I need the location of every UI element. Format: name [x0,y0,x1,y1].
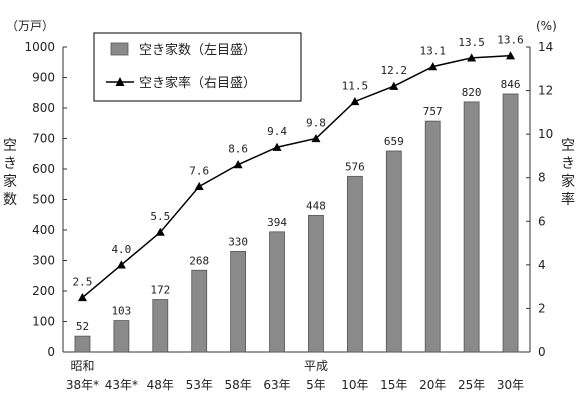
rate-value-label: 11.5 [342,79,369,92]
right-axis-title-char: 空 [561,138,575,154]
right-axis-title-char: 率 [561,191,575,208]
rate-value-label: 13.6 [497,34,524,47]
right-tick-label: 12 [538,84,553,98]
vacancy-rate-marker [428,62,438,71]
bar-vacant-count [152,299,169,353]
vacancy-rate-line [81,54,511,299]
rate-value-label: 9.8 [306,117,326,130]
legend-bar-label: 空き家数（左目盛） [139,42,256,58]
bar-vacant-count [502,93,519,353]
bar-vacant-count [230,250,247,353]
rate-value-label: 9.4 [267,125,287,138]
vacancy-rate-marker [233,160,243,169]
legend-line-marker [115,77,125,86]
vacancy-rate-marker [116,260,126,269]
x-category-label: 63年 [263,378,290,392]
bar-vacant-count [424,120,441,353]
rate-value-label: 13.1 [419,45,446,58]
x-category-label: 48年 [147,378,174,392]
left-tick-label: 1000 [24,40,55,54]
x-category-label: 25年 [458,378,485,392]
left-axis-title-char: 空 [3,138,17,154]
rate-value-label: 4.0 [111,243,131,256]
bar-value-label: 330 [228,235,248,248]
bar-value-label: 448 [306,199,326,212]
bar-vacant-count [113,320,130,353]
left-tick-label: 300 [32,254,55,268]
vacancy-rate-marker [467,53,477,62]
left-tick-label: 500 [32,193,55,207]
bar-value-label: 757 [423,105,443,118]
bar-vacant-count [74,335,91,353]
x-category-label: 43年* [105,378,138,392]
left-tick-label: 600 [32,162,55,176]
right-tick-label: 4 [538,258,546,272]
bar-value-label: 394 [267,216,287,229]
bar-vacant-count [346,175,363,353]
left-axis-unit: （万戸） [6,19,54,33]
bar-vacant-count [308,214,324,353]
vacancy-rate-marker [311,134,321,143]
bar-value-label: 172 [150,284,170,297]
bar-value-label: 846 [501,78,521,91]
right-tick-label: 10 [538,127,553,141]
vacancy-rate-marker [350,96,360,106]
left-tick-label: 900 [32,71,55,85]
left-tick-label: 700 [32,132,55,146]
left-tick-label: 800 [32,101,55,115]
x-category-label: 58年 [224,378,251,392]
x-era-label: 平成 [304,359,328,373]
bar-vacant-count [191,269,208,353]
rate-value-label: 12.2 [381,64,408,77]
rate-value-label: 8.6 [228,143,248,156]
vacancy-rate-marker [155,227,165,236]
legend-box [93,32,302,102]
left-axis-title-char: き [3,156,17,172]
left-tick-label: 100 [32,315,55,329]
x-category-label: 53年 [186,378,213,392]
bar-value-label: 576 [345,160,365,173]
right-tick-label: 0 [538,345,546,359]
left-axis-title-char: 数 [3,192,17,208]
vacancy-rate-marker [272,142,282,151]
left-tick-label: 0 [47,345,55,359]
bar-value-label: 659 [384,135,404,148]
rate-value-label: 13.5 [458,36,485,49]
bar-vacant-count [463,101,480,353]
left-axis-title-char: 家 [3,173,17,190]
bar-value-label: 820 [462,86,482,99]
left-tick-label: 400 [32,223,55,237]
legend-bar-swatch [110,42,129,56]
right-axis-title-char: き [561,156,575,172]
vacancy-rate-marker [506,51,516,60]
bar-value-label: 103 [111,305,131,318]
rate-value-label: 2.5 [73,276,93,289]
vacancy-rate-marker [194,181,204,191]
x-category-label: 30年 [497,378,524,392]
right-axis-title-char: 家 [561,173,575,190]
left-tick-label: 200 [32,284,55,298]
x-category-label: 38年* [66,378,99,392]
rate-value-label: 5.5 [150,210,170,223]
right-tick-label: 6 [538,214,546,228]
bar-value-label: 52 [76,320,89,333]
bar-vacant-count [385,150,402,353]
x-category-label: 5年 [306,378,326,392]
bar-value-label: 268 [189,254,209,267]
rate-value-label: 7.6 [189,164,209,177]
legend-line-label: 空き家率（右目盛） [139,75,256,91]
x-category-label: 15年 [380,378,407,392]
right-tick-label: 14 [538,40,553,54]
right-tick-label: 8 [538,171,546,185]
x-category-label: 10年 [341,378,368,392]
bar-vacant-count [269,231,285,353]
right-tick-label: 2 [538,301,546,315]
vacancy-rate-marker [389,81,399,90]
x-category-label: 20年 [419,378,446,392]
x-era-label: 昭和 [70,359,94,373]
vacancy-rate-marker [77,293,87,302]
right-axis-unit: (%) [536,19,557,33]
